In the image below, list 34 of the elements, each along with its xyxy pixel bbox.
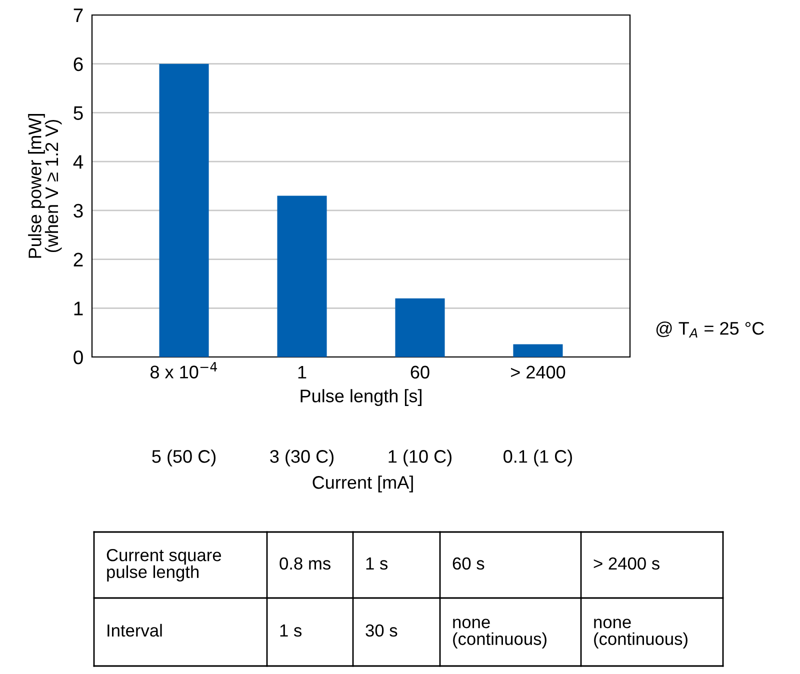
- text: 30 s: [366, 624, 398, 637]
- y-axis-title: Pulse power [mW] (when V ≥ 1.2 V): [28, 114, 62, 258]
- text: 1 (10 C): [388, 450, 452, 466]
- text: Current [mA]: [312, 476, 413, 492]
- x-tick-label: > 2400: [511, 366, 566, 379]
- x-tick-label: 60: [410, 366, 430, 379]
- bar: [159, 64, 209, 357]
- y-tick-label: 6: [74, 57, 83, 72]
- y-tick-label: 7: [74, 8, 83, 22]
- y-tick-label: 4: [73, 155, 84, 169]
- text: none (continuous): [453, 618, 546, 648]
- text: 1 s: [280, 624, 302, 637]
- x-tick-label: 1: [298, 366, 306, 378]
- text: 0.1 (1 C): [504, 450, 572, 466]
- text: 5 (50 C): [152, 450, 216, 466]
- y-tick-label: 1: [74, 302, 83, 316]
- x-axis-title: Pulse length [s]: [300, 389, 422, 406]
- text: 3 (30 C): [270, 450, 334, 466]
- y-tick-label: 5: [74, 106, 83, 120]
- bar: [395, 298, 445, 357]
- text: Current square pulse length: [106, 548, 222, 582]
- y-tick-label: 3: [74, 204, 83, 218]
- bar: [277, 196, 327, 357]
- bar: [513, 344, 563, 357]
- y-tick-label: 2: [74, 252, 83, 266]
- text: @ T$_{A}$ = 25 °C: [656, 321, 764, 338]
- text: 1 s: [366, 558, 388, 570]
- text: Interval: [108, 624, 162, 637]
- y-tick-label: 0: [74, 350, 83, 364]
- text: > 2400 s: [594, 557, 660, 570]
- text: none (continuous): [594, 618, 688, 648]
- text: 0.8 ms: [280, 557, 330, 570]
- text: 60 s: [452, 557, 484, 570]
- x-tick-label: 8 x 10$^{−4}$: [150, 362, 217, 378]
